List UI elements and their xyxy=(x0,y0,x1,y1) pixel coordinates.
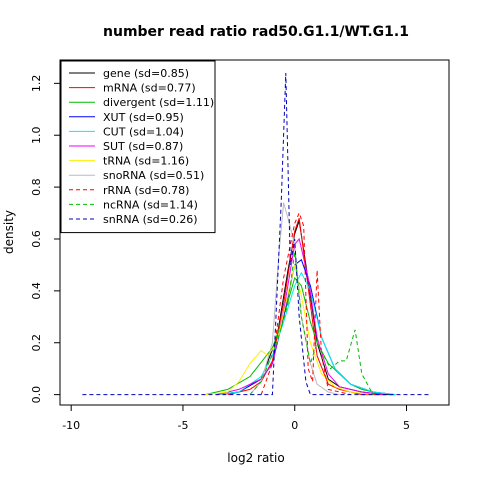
y-tick-label: 0.8 xyxy=(30,178,43,196)
series-line-5 xyxy=(216,271,396,396)
series-line-10 xyxy=(249,251,374,395)
x-axis-label: log2 ratio xyxy=(227,451,284,465)
legend-label: CUT (sd=1.04) xyxy=(103,125,184,138)
series-line-3 xyxy=(205,276,385,396)
y-tick-label: 0.2 xyxy=(30,334,43,352)
legend: gene (sd=0.85) mRNA (sd=0.77)divergent (s… xyxy=(60,60,216,234)
series-line-11 xyxy=(82,72,429,396)
y-tick-label: 1.0 xyxy=(30,126,43,144)
x-tick-label: 0 xyxy=(291,419,298,432)
y-tick-label: 0.0 xyxy=(30,386,43,404)
legend-label: XUT (sd=0.95) xyxy=(103,111,184,124)
x-tick-label: 5 xyxy=(403,419,410,432)
x-tick-label: -5 xyxy=(177,419,188,432)
y-tick-label: 0.4 xyxy=(30,282,43,300)
series-layer xyxy=(82,72,429,396)
legend-label: snoRNA (sd=0.51) xyxy=(103,169,204,182)
x-tick-label: -10 xyxy=(62,419,80,432)
legend-label: rRNA (sd=0.78) xyxy=(103,184,189,197)
series-line-7 xyxy=(205,264,374,396)
y-tick-label: 1.2 xyxy=(30,75,43,93)
legend-label: divergent (sd=1.11) xyxy=(103,96,214,109)
legend-label: SUT (sd=0.87) xyxy=(103,140,183,153)
y-axis-label: density xyxy=(2,210,16,254)
chart-title: number read ratio rad50.G1.1/WT.G1.1 xyxy=(103,24,409,40)
legend-label: ncRNA (sd=1.14) xyxy=(103,198,198,211)
legend-label: tRNA (sd=1.16) xyxy=(103,155,189,168)
series-line-6 xyxy=(216,237,385,396)
legend-label: gene (sd=0.85) xyxy=(103,67,189,80)
series-line-8 xyxy=(249,202,340,396)
legend-label: snRNA (sd=0.26) xyxy=(103,213,198,226)
legend-label: mRNA (sd=0.77) xyxy=(103,82,196,95)
axes: -10 -5 0 5 0.0 0.2 0.4 0.6 0.8 1.0 1.2 xyxy=(30,75,410,432)
y-tick-label: 0.6 xyxy=(30,230,43,248)
